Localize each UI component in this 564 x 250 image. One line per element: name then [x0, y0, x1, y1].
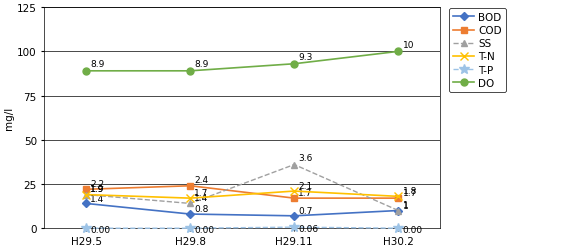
BOD: [187, 213, 193, 216]
Text: 1.7: 1.7: [298, 188, 313, 197]
Text: 0.00: 0.00: [90, 226, 111, 234]
Text: 2.4: 2.4: [195, 176, 209, 184]
Text: 1.7: 1.7: [195, 188, 209, 197]
BOD: [395, 209, 402, 212]
Text: 0.8: 0.8: [195, 204, 209, 213]
Text: 0.00: 0.00: [403, 226, 422, 234]
DO: [291, 63, 298, 66]
T-P: [395, 227, 402, 230]
BOD: [291, 214, 298, 218]
COD: [395, 197, 402, 200]
T-N: [291, 190, 298, 193]
COD: [291, 197, 298, 200]
Line: T-P: T-P: [81, 222, 403, 233]
Line: COD: COD: [82, 182, 402, 202]
SS: [83, 193, 90, 196]
T-N: [83, 193, 90, 196]
Text: 9.3: 9.3: [298, 53, 313, 62]
DO: [83, 70, 90, 73]
Line: BOD: BOD: [83, 201, 401, 219]
T-N: [187, 197, 193, 200]
Text: 1.8: 1.8: [403, 186, 417, 195]
BOD: [83, 202, 90, 205]
DO: [395, 51, 402, 54]
Text: 0.7: 0.7: [298, 206, 313, 215]
T-P: [187, 227, 193, 230]
Text: 0.06: 0.06: [298, 224, 319, 234]
T-N: [395, 195, 402, 198]
DO: [187, 70, 193, 73]
Text: 1.4: 1.4: [195, 193, 209, 202]
Text: 1: 1: [403, 200, 408, 209]
SS: [187, 202, 193, 205]
Line: DO: DO: [82, 49, 402, 75]
COD: [187, 184, 193, 188]
Text: 1.9: 1.9: [90, 184, 105, 194]
Text: 0.00: 0.00: [195, 226, 214, 234]
Text: 3.6: 3.6: [298, 153, 313, 162]
Text: 1.4: 1.4: [90, 194, 104, 203]
Line: SS: SS: [82, 162, 402, 214]
Text: 8.9: 8.9: [90, 60, 105, 69]
COD: [83, 188, 90, 191]
Y-axis label: mg/l: mg/l: [4, 107, 14, 130]
Text: 2.2: 2.2: [90, 179, 104, 188]
Text: 1.7: 1.7: [403, 188, 417, 197]
Text: 1: 1: [403, 201, 408, 210]
T-P: [83, 227, 90, 230]
SS: [395, 209, 402, 212]
Text: 8.9: 8.9: [195, 60, 209, 69]
Text: 10: 10: [403, 40, 414, 50]
Legend: BOD, COD, SS, T-N, T-P, DO: BOD, COD, SS, T-N, T-P, DO: [449, 9, 506, 92]
SS: [291, 164, 298, 166]
Text: 1.9: 1.9: [90, 184, 105, 194]
T-P: [291, 226, 298, 229]
Line: T-N: T-N: [82, 187, 403, 202]
Text: 2.1: 2.1: [298, 181, 312, 190]
